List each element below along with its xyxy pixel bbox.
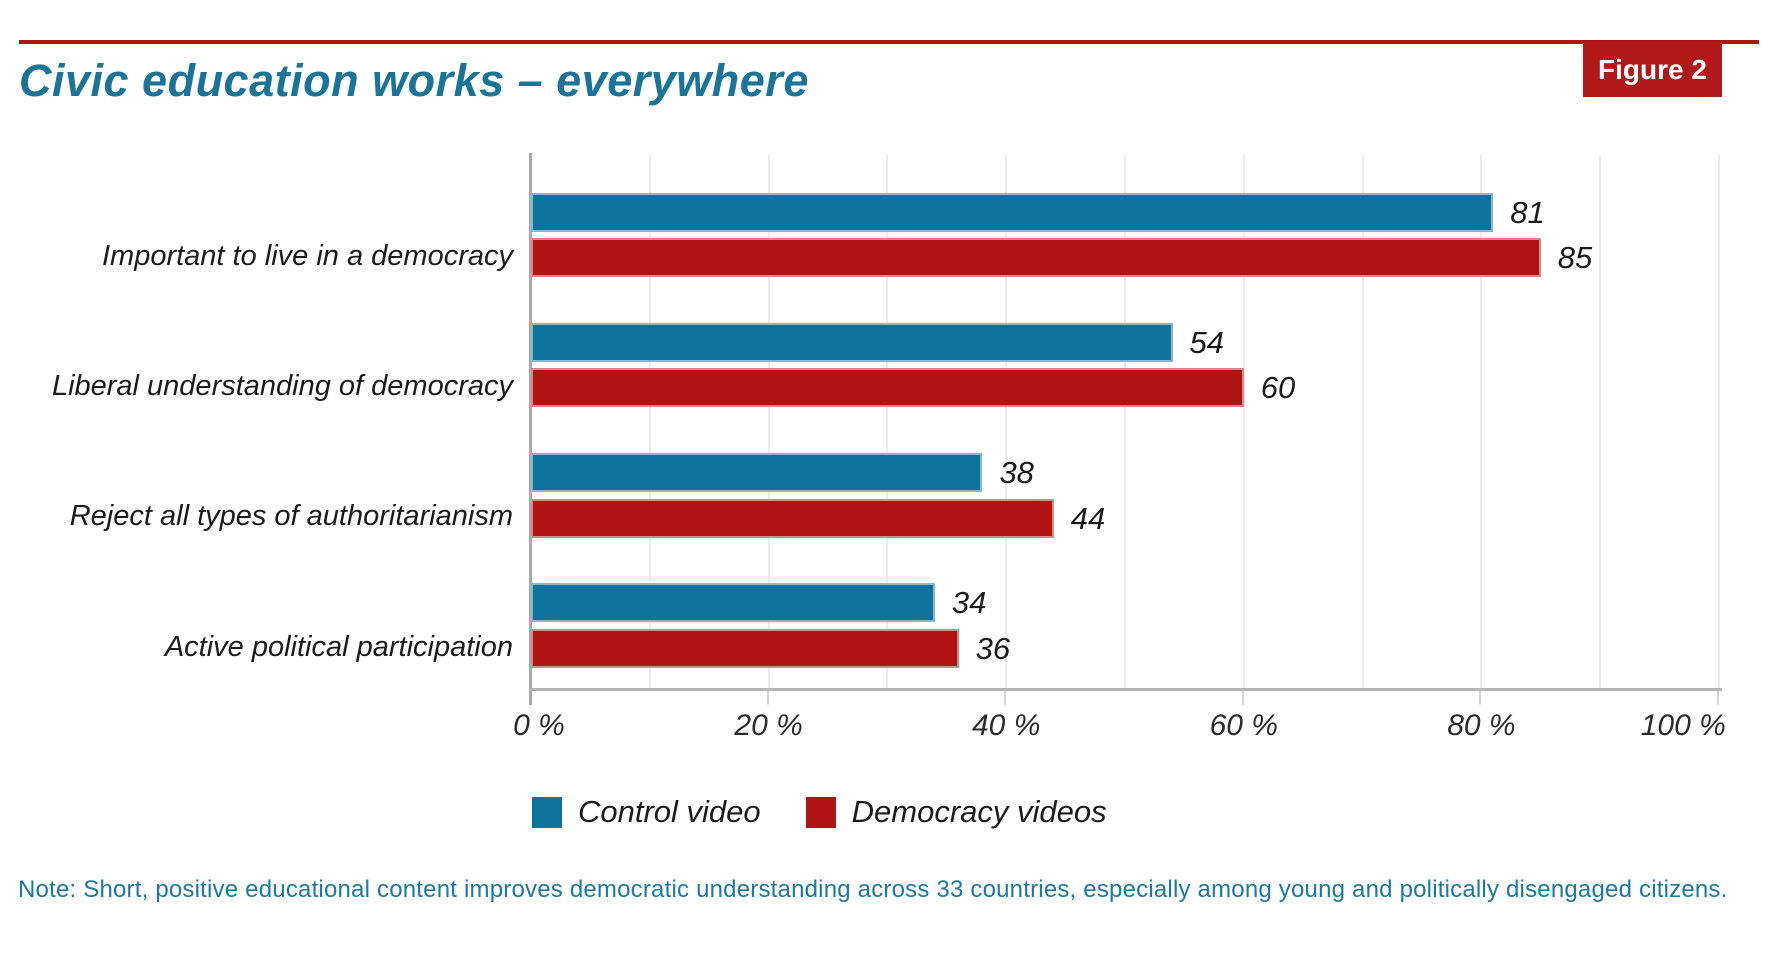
category-label: Liberal understanding of democracy — [51, 370, 513, 403]
x-axis-tick — [766, 691, 769, 705]
chart-note: Note: Short, positive educational conten… — [18, 876, 1728, 903]
category-label: Reject all types of authoritarianism — [69, 500, 513, 533]
bar-control-video — [531, 583, 935, 623]
bar-control-video — [531, 322, 1173, 362]
legend-label: Control video — [578, 794, 761, 829]
bar-democracy-videos — [531, 498, 1054, 538]
top-rule — [19, 40, 1759, 44]
gridline — [1599, 155, 1602, 688]
x-axis-tick — [1241, 691, 1244, 705]
gridline — [1718, 155, 1720, 688]
x-axis-tick-label: 80 % — [1447, 709, 1516, 742]
figure-badge-label: Figure 2 — [1598, 53, 1707, 85]
x-axis-tick — [1717, 691, 1719, 705]
x-axis-tick-label: 20 % — [734, 709, 803, 742]
bar-democracy-videos — [531, 628, 959, 668]
y-axis-line — [529, 153, 532, 705]
bar-value-label: 54 — [1189, 324, 1224, 360]
x-axis-line — [529, 688, 1722, 691]
gridline — [886, 155, 889, 688]
x-axis-tick — [1004, 691, 1007, 705]
chart-legend: Control video Democracy videos — [532, 794, 1152, 830]
bar-democracy-videos — [531, 238, 1541, 277]
x-axis-tick — [1479, 691, 1482, 705]
x-axis-tick-label: 60 % — [1209, 709, 1278, 742]
legend-swatch-bar_blue — [532, 796, 562, 828]
gridline — [1005, 155, 1008, 688]
page-title: Civic education works – everywhere — [19, 55, 809, 106]
bar-value-label: 36 — [975, 630, 1011, 666]
bar-value-label: 81 — [1510, 194, 1545, 230]
gridline — [1361, 155, 1364, 688]
bar-control-video — [531, 453, 983, 493]
gridline — [1242, 155, 1245, 688]
legend-swatch-bar_red — [805, 796, 836, 828]
x-axis-tick-label: 0 % — [513, 709, 565, 742]
x-axis-tick-label: 100 % — [1640, 709, 1726, 742]
category-label: Active political participation — [164, 630, 513, 663]
category-label: Important to live in a democracy — [101, 239, 513, 272]
bar-value-label: 38 — [999, 455, 1034, 491]
bar-value-label: 85 — [1557, 240, 1593, 275]
bar-value-label: 34 — [951, 585, 987, 621]
bar-value-label: 44 — [1070, 500, 1106, 536]
bar-democracy-videos — [531, 368, 1244, 408]
gridline — [648, 155, 651, 688]
bar-control-video — [531, 192, 1494, 232]
x-axis-tick-label: 40 % — [971, 709, 1041, 742]
gridline — [767, 155, 770, 688]
legend-label: Democracy videos — [851, 794, 1107, 829]
gridline — [1480, 155, 1483, 688]
bar-value-label: 60 — [1260, 370, 1296, 406]
gridline — [1124, 155, 1126, 688]
figure-badge: Figure 2 — [1583, 42, 1722, 97]
